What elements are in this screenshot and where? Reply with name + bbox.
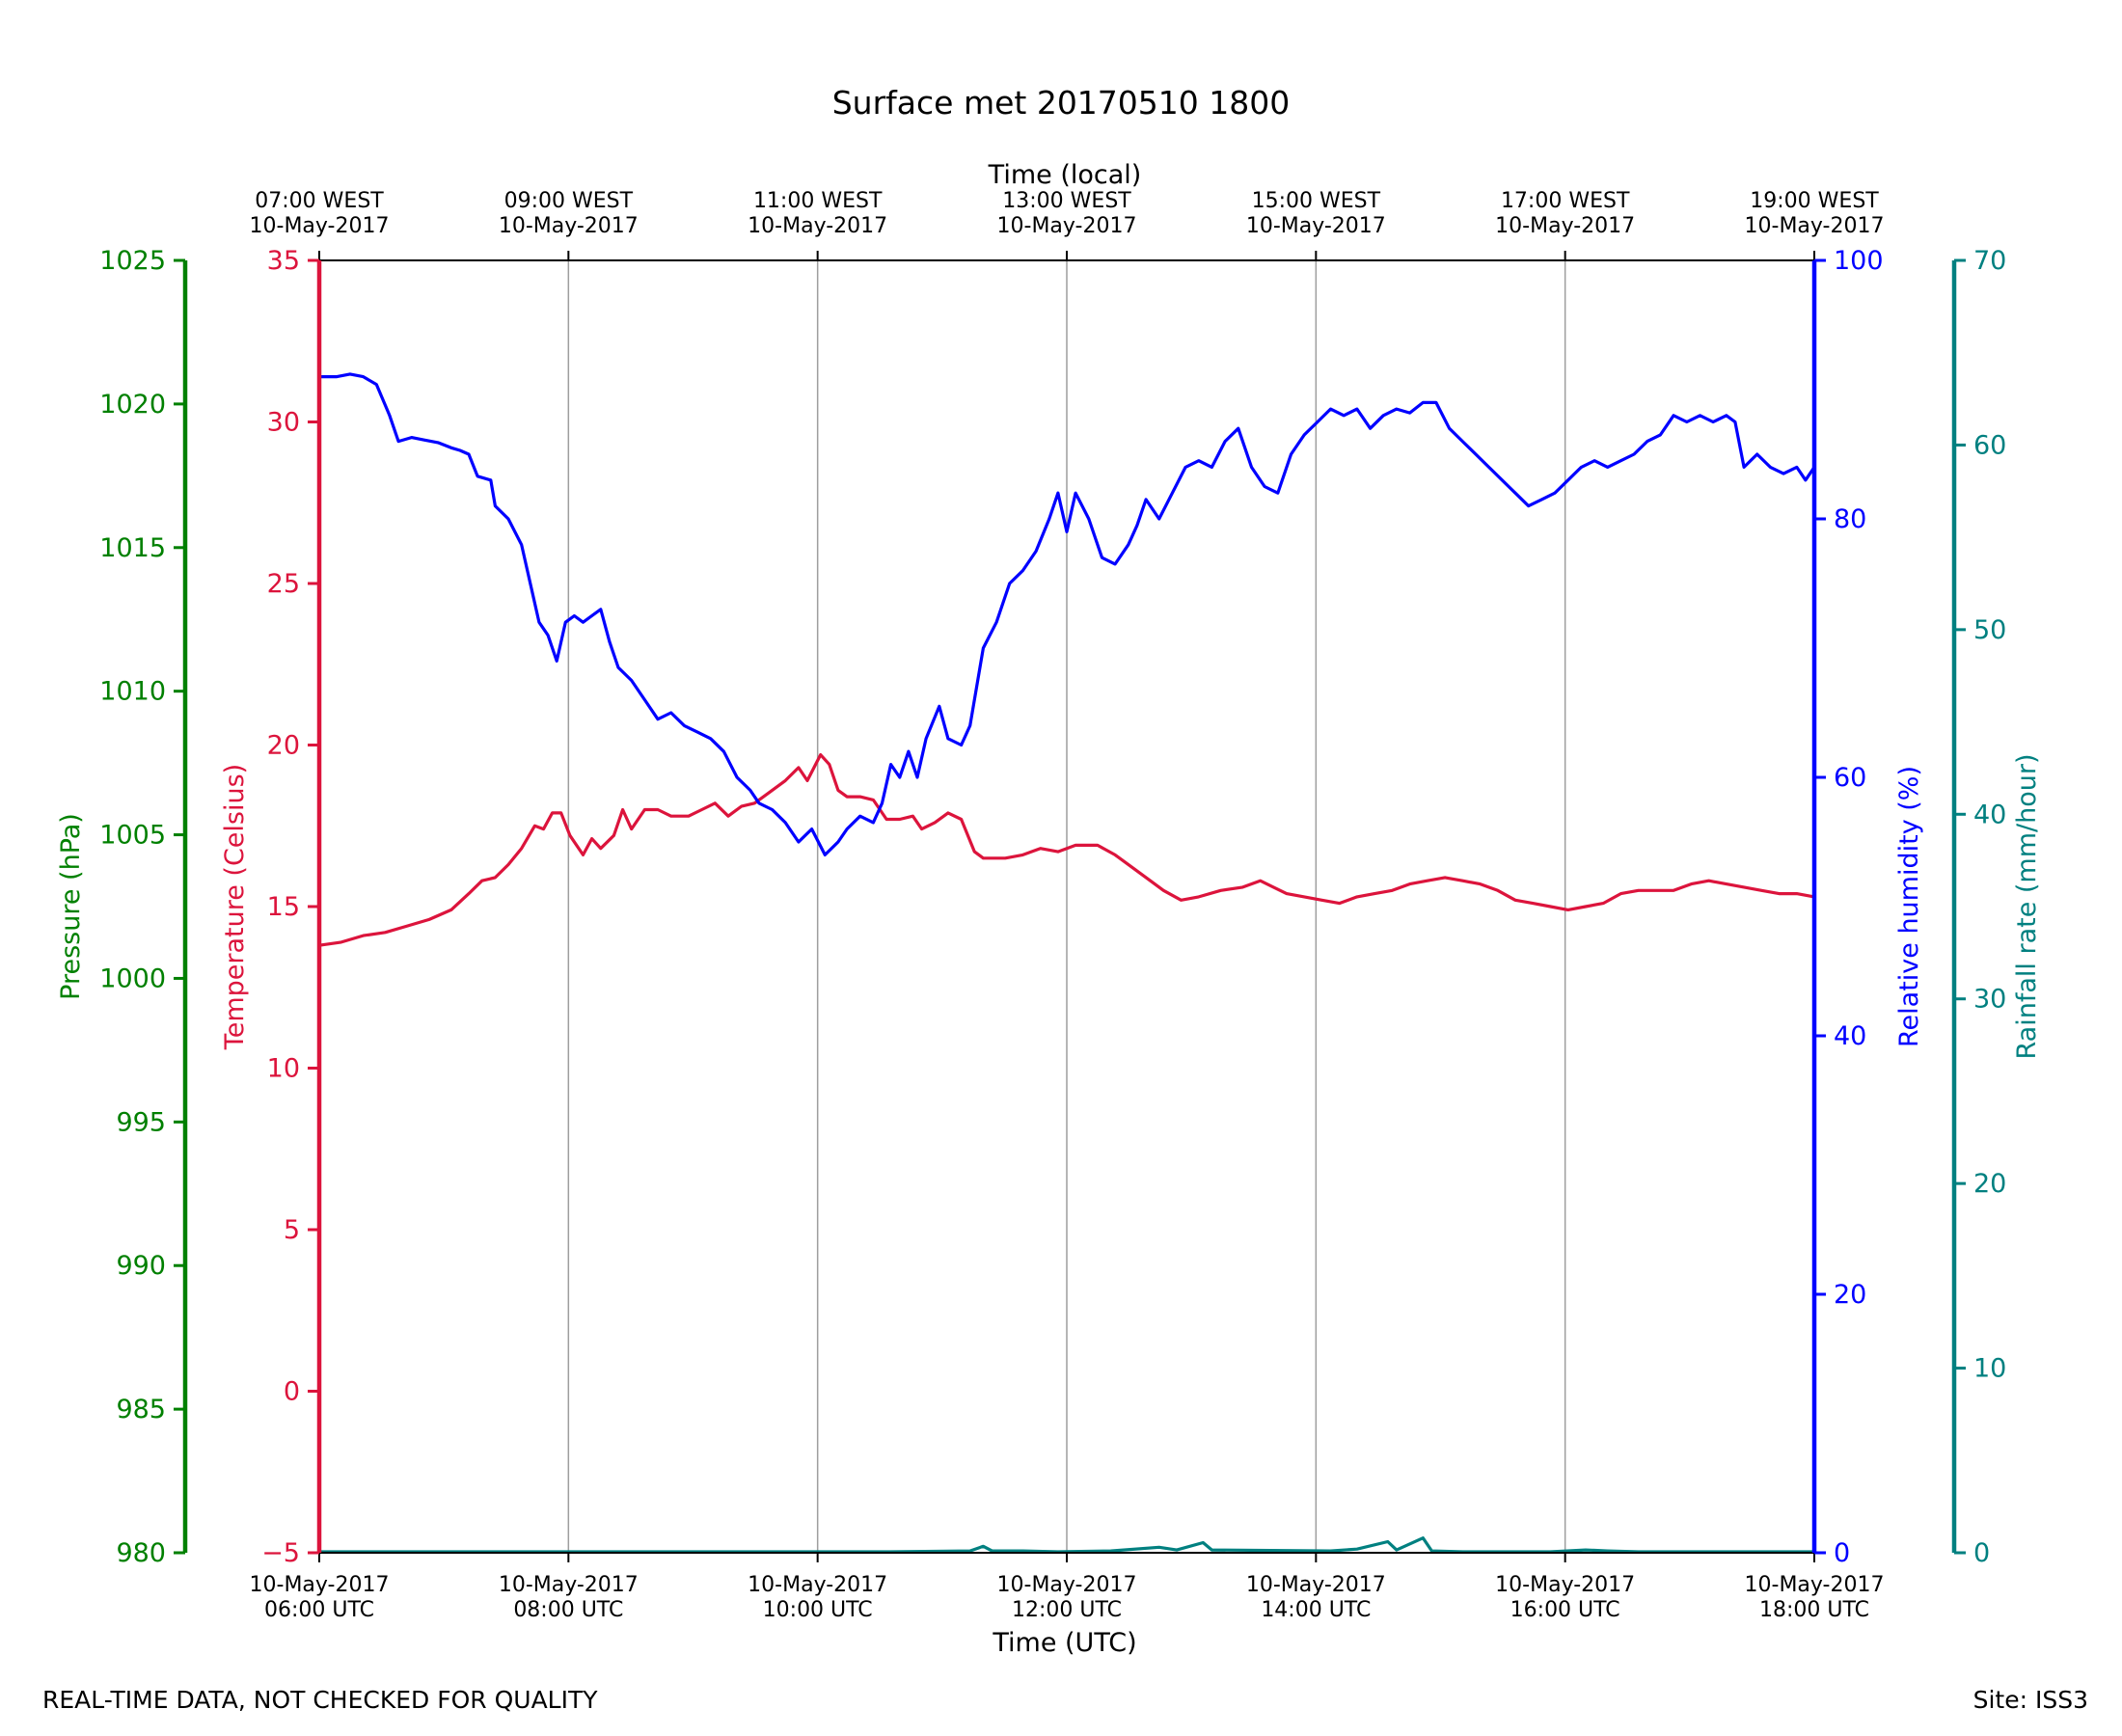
pressure-tick-label: 990	[116, 1251, 166, 1281]
humidity-tick-label: 60	[1834, 763, 1866, 793]
x-tick-label-local-time: 07:00 WEST	[255, 189, 384, 213]
x-tick-label-utc-time: 10:00 UTC	[763, 1598, 873, 1622]
pressure-tick-label: 1005	[99, 821, 166, 851]
x-tick-label-utc-time: 14:00 UTC	[1261, 1598, 1371, 1622]
rainfall-tick-label: 10	[1973, 1354, 2006, 1384]
x-tick-label-utc-date: 10-May-2017	[250, 1573, 390, 1597]
x-tick-label-local-date: 10-May-2017	[748, 214, 887, 238]
x-tick-label-utc-date: 10-May-2017	[1745, 1573, 1885, 1597]
x-tick-label-local-time: 15:00 WEST	[1252, 189, 1381, 213]
chart-title: Surface met 20170510 1800	[832, 84, 1291, 122]
relative-humidity-line	[319, 372, 1816, 856]
data-quality-disclaimer: REAL-TIME DATA, NOT CHECKED FOR QUALITY	[42, 1686, 598, 1714]
rainfall-tick-label: 70	[1973, 246, 2006, 276]
x-tick-label-local-date: 10-May-2017	[499, 214, 639, 238]
x-tick-label-utc-date: 10-May-2017	[748, 1573, 887, 1597]
pressure-tick-label: 1010	[99, 677, 166, 707]
temperature-tick-label: 20	[267, 731, 300, 761]
x-tick-label-utc-date: 10-May-2017	[997, 1573, 1137, 1597]
pressure-tick-label: 995	[116, 1107, 166, 1137]
temperature-line	[318, 753, 1815, 947]
bottom-x-axis-label: Time (UTC)	[992, 1628, 1136, 1658]
rainfall-tick-label: 0	[1973, 1538, 1990, 1568]
data-series	[318, 372, 1816, 1554]
x-tick-label-local-date: 10-May-2017	[250, 214, 390, 238]
x-tick-label-local-time: 13:00 WEST	[1002, 189, 1131, 213]
x-tick-label-local-time: 09:00 WEST	[504, 189, 634, 213]
temperature-tick-label: 25	[267, 569, 300, 599]
pressure-tick-label: 1020	[99, 390, 166, 420]
x-tick-label-local-time: 19:00 WEST	[1750, 189, 1879, 213]
x-tick-label-local-date: 10-May-2017	[1745, 214, 1885, 238]
rainfall-tick-label: 60	[1973, 430, 2006, 460]
x-tick-label-utc-date: 10-May-2017	[1246, 1573, 1386, 1597]
temperature-tick-label: 35	[267, 246, 300, 276]
rainfall-tick-label: 20	[1973, 1169, 2006, 1199]
rainfall-tick-label: 50	[1973, 615, 2006, 645]
rainfall-tick-label: 30	[1973, 985, 2006, 1015]
temperature-tick-label: 5	[284, 1215, 300, 1245]
temperature-tick-label: 0	[284, 1377, 300, 1407]
rainfall-rate-line	[319, 1536, 1814, 1554]
x-tick-label-utc-date: 10-May-2017	[1495, 1573, 1635, 1597]
site-label: Site: ISS3	[1972, 1686, 2088, 1714]
pressure-axis-label: Pressure (hPa)	[56, 813, 86, 1000]
humidity-axis-label: Relative humidity (%)	[1894, 766, 1924, 1047]
gridlines	[567, 260, 1566, 1553]
temperature-tick-label: 10	[267, 1054, 300, 1084]
temperature-tick-label: −5	[261, 1538, 300, 1568]
temperature-tick-label: 30	[267, 408, 300, 438]
x-tick-label-utc-time: 06:00 UTC	[264, 1598, 374, 1622]
pressure-tick-label: 1025	[99, 246, 166, 276]
temperature-tick-label: 15	[267, 892, 300, 922]
rainfall-axis-label: Rainfall rate (mm/hour)	[2012, 754, 2042, 1060]
top-x-axis-label: Time (local)	[988, 160, 1142, 190]
humidity-tick-label: 0	[1834, 1538, 1850, 1568]
humidity-tick-label: 20	[1834, 1280, 1866, 1310]
x-tick-label-utc-date: 10-May-2017	[499, 1573, 639, 1597]
x-tick-label-utc-time: 18:00 UTC	[1759, 1598, 1869, 1622]
pressure-tick-label: 980	[116, 1538, 166, 1568]
x-tick-label-local-date: 10-May-2017	[1246, 214, 1386, 238]
pressure-tick-label: 1000	[99, 963, 166, 993]
pressure-tick-label: 985	[116, 1395, 166, 1424]
x-tick-label-utc-time: 16:00 UTC	[1510, 1598, 1620, 1622]
x-tick-label-utc-time: 08:00 UTC	[513, 1598, 623, 1622]
humidity-tick-label: 100	[1834, 246, 1884, 276]
x-tick-label-local-time: 17:00 WEST	[1501, 189, 1630, 213]
x-tick-label-local-date: 10-May-2017	[997, 214, 1137, 238]
x-tick-label-local-time: 11:00 WEST	[753, 189, 883, 213]
pressure-tick-label: 1015	[99, 533, 166, 563]
humidity-tick-label: 80	[1834, 504, 1866, 534]
humidity-tick-label: 40	[1834, 1021, 1866, 1051]
x-tick-label-utc-time: 12:00 UTC	[1012, 1598, 1122, 1622]
x-tick-label-local-date: 10-May-2017	[1495, 214, 1635, 238]
temperature-axis-label: Temperature (Celsius)	[220, 764, 250, 1050]
rainfall-tick-label: 40	[1973, 800, 2006, 829]
